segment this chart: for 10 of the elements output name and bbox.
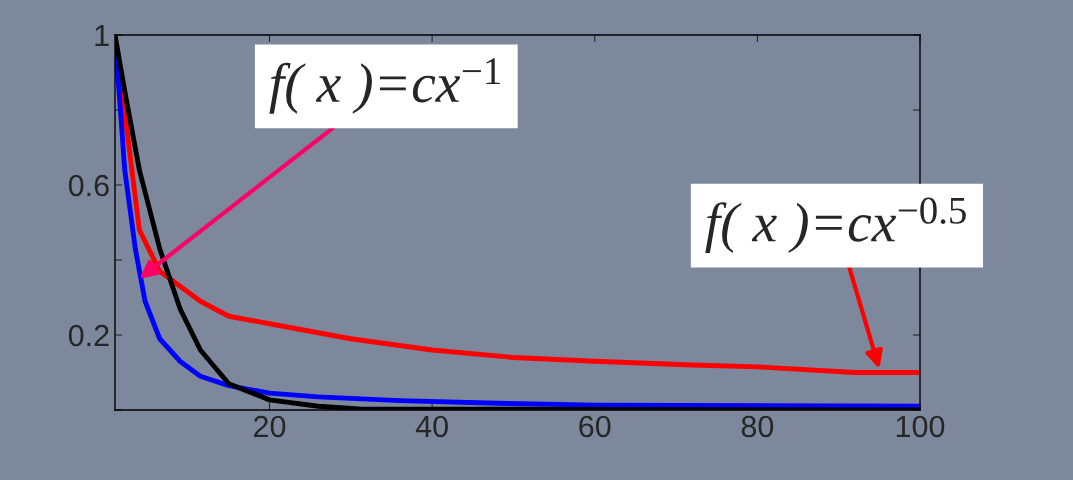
x-tick-label: 40 xyxy=(415,415,448,438)
y-tick-label: 0.2 xyxy=(68,324,109,347)
x-tick-label: 80 xyxy=(741,415,774,438)
x-tick-label: 100 xyxy=(896,415,945,438)
x-tick-label: 60 xyxy=(579,415,611,438)
annotation: f( x )=cx$^{−0.5}$ xyxy=(705,197,966,254)
y-tick-label: 1 xyxy=(95,25,109,47)
y-tick-label: 0.6 xyxy=(68,174,109,197)
annotation: f( x )=cx$^{−1}$ xyxy=(269,58,500,114)
x-tick-label: 20 xyxy=(254,415,286,438)
